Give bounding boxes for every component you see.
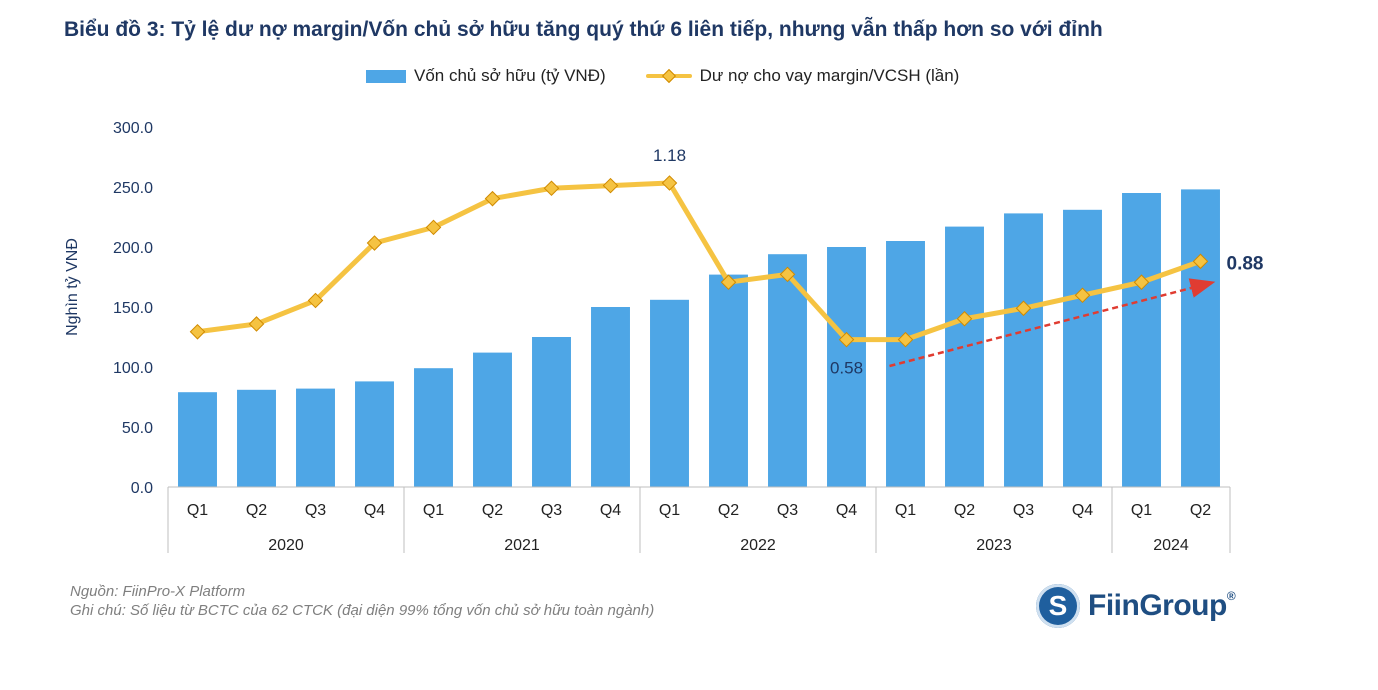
x-tick-label: Q4 bbox=[1072, 502, 1093, 519]
y-tick-label: 150.0 bbox=[113, 300, 153, 317]
bar bbox=[768, 254, 807, 487]
y-axis-label: Nghìn tỷ VNĐ bbox=[64, 238, 81, 336]
trend-arrow bbox=[889, 278, 1216, 368]
legend-item-line: Dư nợ cho vay margin/VCSH (lần) bbox=[645, 66, 960, 86]
x-tick-label: Q2 bbox=[246, 502, 267, 519]
x-tick-label: Q1 bbox=[1131, 502, 1152, 519]
data-label: 0.58 bbox=[830, 359, 863, 378]
line-point bbox=[248, 316, 265, 332]
x-tick-label: Q1 bbox=[187, 502, 208, 519]
y-tick-label: 100.0 bbox=[113, 360, 153, 377]
bar bbox=[945, 226, 984, 487]
x-tick-label: Q3 bbox=[305, 502, 326, 519]
y-tick-label: 250.0 bbox=[113, 180, 153, 197]
x-tick-label: Q2 bbox=[718, 502, 739, 519]
data-label: 0.88 bbox=[1227, 253, 1264, 274]
bar bbox=[827, 247, 866, 487]
line-point bbox=[956, 310, 973, 327]
legend-label-line: Dư nợ cho vay margin/VCSH (lần) bbox=[699, 66, 960, 85]
y-tick-label: 0.0 bbox=[131, 480, 153, 497]
x-tick-label: Q4 bbox=[600, 502, 621, 519]
bar bbox=[473, 352, 512, 487]
x-group-label: 2021 bbox=[504, 537, 540, 554]
line-point bbox=[779, 266, 796, 283]
footnote: Ghi chú: Số liệu từ BCTC của 62 CTCK (đạ… bbox=[70, 602, 655, 619]
line-point bbox=[1015, 300, 1032, 317]
y-tick-label: 300.0 bbox=[113, 120, 153, 137]
y-tick-label: 200.0 bbox=[113, 240, 153, 257]
x-tick-label: Q1 bbox=[895, 502, 916, 519]
legend-swatch-bar bbox=[366, 69, 406, 83]
bar bbox=[886, 241, 925, 487]
bar bbox=[591, 307, 630, 487]
bar bbox=[532, 337, 571, 487]
chart-notes: Nguồn: FiinPro-X Platform Ghi chú: Số li… bbox=[70, 582, 654, 620]
line-point bbox=[1192, 253, 1209, 270]
x-tick-label: Q3 bbox=[541, 502, 562, 519]
y-tick-label: 50.0 bbox=[122, 420, 153, 437]
x-group-label: 2020 bbox=[268, 537, 304, 554]
x-tick-label: Q3 bbox=[1013, 502, 1034, 519]
fiingroup-logo: S FiinGroup® bbox=[1036, 584, 1236, 628]
bar bbox=[355, 381, 394, 487]
bar bbox=[709, 274, 748, 487]
data-label: 1.18 bbox=[653, 146, 686, 165]
x-tick-label: Q2 bbox=[482, 502, 503, 519]
x-tick-label: Q3 bbox=[777, 502, 798, 519]
line-point bbox=[543, 180, 560, 197]
legend-swatch-line bbox=[645, 68, 692, 84]
line-point bbox=[189, 324, 206, 340]
s-globe-icon: S bbox=[1036, 584, 1080, 628]
line-point bbox=[838, 331, 855, 348]
bar bbox=[650, 299, 689, 487]
line-point bbox=[720, 274, 737, 290]
x-tick-label: Q2 bbox=[954, 502, 975, 519]
line-point bbox=[484, 190, 501, 207]
line-series bbox=[195, 180, 1203, 343]
legend: Vốn chủ sở hữu (tỷ VNĐ) Dư nợ cho vay ma… bbox=[366, 64, 999, 88]
legend-item-bars: Vốn chủ sở hữu (tỷ VNĐ) bbox=[366, 66, 606, 86]
bar bbox=[1181, 189, 1220, 487]
source-note: Nguồn: FiinPro-X Platform bbox=[70, 583, 246, 600]
bar bbox=[178, 392, 217, 487]
bar bbox=[296, 388, 335, 487]
legend-label-bars: Vốn chủ sở hữu (tỷ VNĐ) bbox=[414, 66, 606, 85]
x-group-label: 2024 bbox=[1153, 537, 1189, 554]
line-point bbox=[661, 175, 678, 191]
line-point bbox=[897, 331, 914, 348]
bar bbox=[414, 368, 453, 487]
x-tick-label: Q2 bbox=[1190, 502, 1211, 519]
chart-title: Biểu đồ 3: Tỷ lệ dư nợ margin/Vốn chủ sở… bbox=[64, 18, 1103, 41]
line-point bbox=[366, 235, 383, 251]
bar bbox=[1063, 209, 1102, 488]
x-tick-label: Q4 bbox=[836, 502, 857, 519]
bar bbox=[237, 389, 276, 487]
x-tick-label: Q1 bbox=[423, 502, 444, 519]
line-point bbox=[1133, 274, 1150, 290]
x-tick-label: Q1 bbox=[659, 502, 680, 519]
bar bbox=[1122, 193, 1161, 487]
line-point bbox=[425, 219, 442, 236]
bar bbox=[1004, 213, 1043, 487]
line-point bbox=[307, 292, 324, 309]
x-group-label: 2022 bbox=[740, 537, 776, 554]
x-group-label: 2023 bbox=[976, 537, 1012, 554]
logo-text: FiinGroup® bbox=[1088, 589, 1236, 622]
line-point bbox=[602, 177, 619, 194]
line-point bbox=[1074, 287, 1091, 304]
x-tick-label: Q4 bbox=[364, 502, 385, 519]
